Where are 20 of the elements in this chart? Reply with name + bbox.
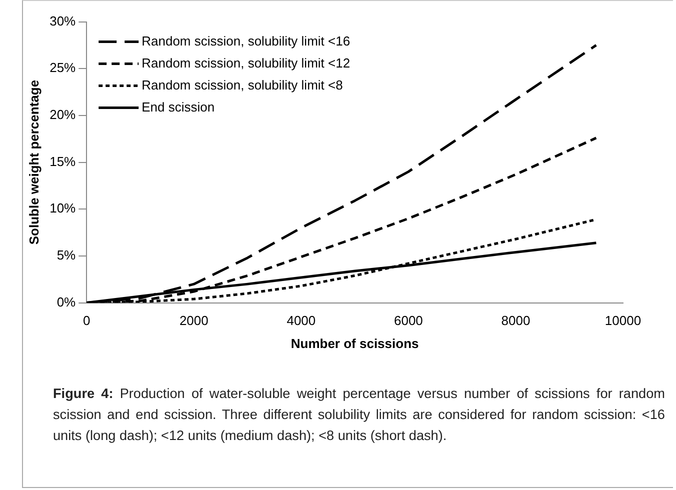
- x-tick-label: 8000: [501, 313, 530, 328]
- y-tick-label: 10%: [50, 200, 76, 216]
- legend-label: Random scission, solubility limit <16: [142, 33, 350, 48]
- x-tick-label: 2000: [179, 313, 208, 328]
- x-tick-label: 4000: [286, 313, 316, 328]
- legend-label: End scission: [142, 99, 215, 114]
- legend-label: Random scission, solubility limit <12: [142, 55, 350, 70]
- y-tick-label: 20%: [50, 107, 76, 122]
- y-tick-label: 5%: [56, 248, 76, 263]
- x-tick-label: 10000: [604, 313, 642, 328]
- x-axis-title: Number of scissions: [290, 336, 419, 351]
- y-tick-label: 30%: [50, 13, 76, 28]
- y-tick-label: 0%: [56, 294, 76, 310]
- y-axis-title: Soluble weight percentage: [26, 80, 42, 245]
- x-tick-label: 6000: [394, 313, 423, 328]
- legend-label: Random scission, solubility limit <8: [142, 77, 343, 92]
- y-tick-label: 15%: [50, 154, 76, 169]
- caption: Figure 4: Production of water-soluble weight percentage versus number of scissions for random scission and end scission. Three different solubility limits are considered for random scission: <16 units (long dash); <12 units (medium dash); <8 units (short dash).: [53, 385, 665, 445]
- y-tick-label: 25%: [50, 60, 76, 76]
- x-tick-label: 0: [83, 313, 90, 328]
